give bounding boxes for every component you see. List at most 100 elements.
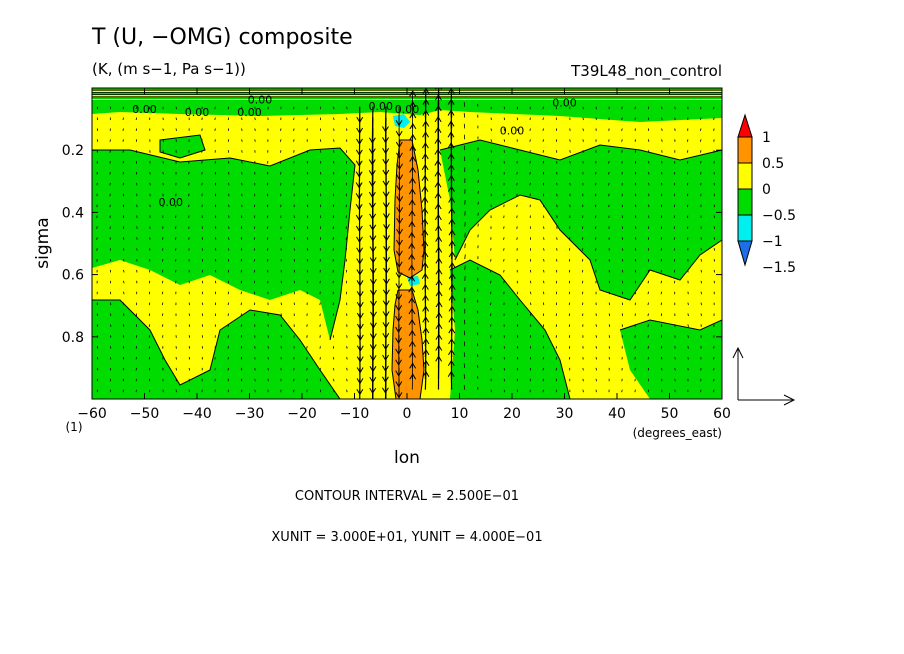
- wind-vector: [149, 171, 151, 175]
- wind-vector: [647, 291, 649, 295]
- wind-vector: [188, 335, 191, 338]
- y-tick-label: 0.8: [62, 330, 84, 346]
- wind-vector: [280, 150, 282, 153]
- wind-vector: [293, 237, 296, 240]
- wind-vectors: [96, 88, 716, 415]
- contour-interval-text: CONTOUR INTERVAL = 2.500E−01: [295, 489, 519, 504]
- wind-vector: [516, 193, 518, 197]
- wind-vector: [542, 367, 544, 371]
- wind-vector: [254, 139, 256, 142]
- x-tick-label: 0: [403, 406, 412, 422]
- wind-vector: [477, 212, 479, 216]
- wind-vector: [306, 215, 309, 219]
- wind-vector: [201, 280, 204, 284]
- wind-vector: [162, 150, 164, 153]
- wind-vector: [241, 150, 243, 153]
- wind-vector: [595, 346, 597, 349]
- wind-vector: [687, 335, 689, 338]
- wind-vector: [96, 237, 98, 240]
- wind-vector: [319, 302, 321, 306]
- wind-vector: [109, 193, 111, 197]
- wind-vector: [595, 215, 597, 219]
- wind-vector: [123, 258, 125, 262]
- wind-vector-head: [408, 199, 416, 206]
- experiment-label: T39L48_non_control: [570, 62, 722, 81]
- wind-vector: [188, 324, 191, 327]
- wind-vector: [227, 356, 229, 360]
- wind-vector: [346, 378, 348, 382]
- wind-vector: [581, 258, 584, 262]
- wind-vector: [463, 112, 466, 118]
- wind-vector: [595, 226, 597, 229]
- wind-vector: [490, 171, 492, 175]
- x-tick-label: −40: [182, 406, 212, 422]
- wind-vector: [621, 280, 624, 284]
- wind-vector: [516, 356, 519, 360]
- wind-vector: [188, 313, 191, 317]
- wind-vector-head: [409, 101, 417, 108]
- wind-vector: [490, 160, 492, 164]
- y-tick-label: 0.2: [62, 143, 84, 159]
- wind-vector: [686, 182, 689, 186]
- wind-vector: [319, 182, 322, 186]
- wind-vector-head: [369, 410, 375, 415]
- colorbar-segment: [737, 214, 753, 242]
- wind-vector-head: [434, 203, 442, 210]
- wind-vector: [503, 226, 505, 229]
- wind-vector: [201, 269, 204, 273]
- wind-vector-head: [448, 261, 456, 269]
- wind-vector: [529, 302, 532, 306]
- wind-vector: [227, 367, 229, 371]
- wind-vector: [214, 367, 216, 371]
- wind-vector-head: [448, 229, 456, 236]
- wind-vector: [503, 367, 506, 371]
- wind-vector: [136, 215, 138, 219]
- wind-vector: [136, 237, 138, 240]
- wind-vector: [96, 204, 98, 208]
- wind-vector: [503, 117, 506, 121]
- wind-vector: [634, 237, 637, 240]
- wind-vector: [582, 378, 584, 382]
- wind-vector: [581, 280, 584, 284]
- colorbar-label: −1: [762, 234, 783, 250]
- wind-vector: [411, 254, 413, 270]
- wind-vector: [96, 367, 99, 371]
- wind-vector: [411, 123, 414, 140]
- wind-vector: [411, 113, 414, 129]
- wind-vector: [228, 226, 230, 229]
- wind-vector: [555, 346, 558, 349]
- wind-vector-head: [422, 348, 430, 356]
- wind-vector: [122, 117, 124, 121]
- wind-vector-head: [434, 192, 442, 199]
- wind-vector: [700, 302, 702, 306]
- wind-vector: [280, 280, 282, 284]
- wind-vector: [135, 117, 138, 121]
- wind-vector: [490, 269, 492, 273]
- wind-vector: [266, 204, 269, 208]
- wind-vector: [569, 150, 571, 153]
- wind-vector: [254, 128, 256, 132]
- wind-vector: [673, 215, 676, 219]
- wind-vector-head: [421, 272, 429, 279]
- wind-vector-head: [435, 290, 443, 297]
- wind-vector: [464, 243, 466, 249]
- wind-vector: [135, 378, 138, 382]
- wind-vector: [529, 280, 532, 284]
- wind-vector: [647, 335, 649, 338]
- x-tick-label: −20: [287, 406, 317, 422]
- wind-vector: [713, 258, 716, 262]
- wind-vector: [306, 204, 309, 208]
- wind-vector-head: [435, 311, 443, 319]
- wind-vector: [175, 258, 177, 262]
- wind-vector: [621, 389, 623, 393]
- wind-vector: [345, 248, 348, 251]
- wind-vector: [266, 215, 269, 219]
- wind-vector: [621, 248, 624, 251]
- wind-vector-head: [357, 400, 363, 405]
- colorbar: 1 0.5 0 −0.5 −1 −1.5: [737, 113, 796, 276]
- wind-vector: [568, 313, 571, 317]
- wind-vector: [568, 302, 571, 306]
- wind-vector: [490, 150, 492, 153]
- wind-vector: [149, 182, 151, 186]
- contour-label: 0.00: [185, 106, 210, 119]
